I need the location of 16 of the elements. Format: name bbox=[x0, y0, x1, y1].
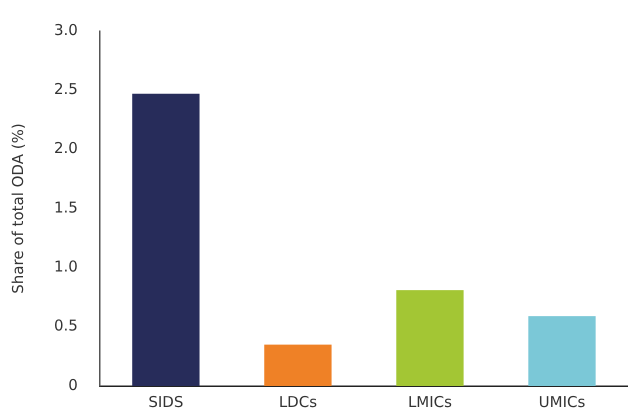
x-tick-label: SIDS bbox=[148, 392, 184, 411]
bar bbox=[528, 316, 596, 386]
bar bbox=[132, 94, 200, 386]
x-tick-label: LMICs bbox=[408, 392, 452, 411]
bar bbox=[396, 290, 464, 386]
x-tick-label: UMICs bbox=[538, 392, 586, 411]
y-tick-label: 0 bbox=[68, 376, 78, 394]
y-axis-title: Share of total ODA (%) bbox=[8, 123, 27, 294]
bar bbox=[264, 344, 332, 386]
y-tick-label: 3.0 bbox=[54, 20, 78, 39]
y-tick-label: 1.0 bbox=[54, 258, 78, 276]
x-tick-label: LDCs bbox=[278, 392, 318, 411]
y-tick-label: 2.5 bbox=[54, 80, 78, 98]
y-tick-label: 0.5 bbox=[54, 316, 78, 335]
y-tick-label: 1.5 bbox=[54, 198, 78, 216]
y-tick-label: 2.0 bbox=[54, 139, 78, 158]
